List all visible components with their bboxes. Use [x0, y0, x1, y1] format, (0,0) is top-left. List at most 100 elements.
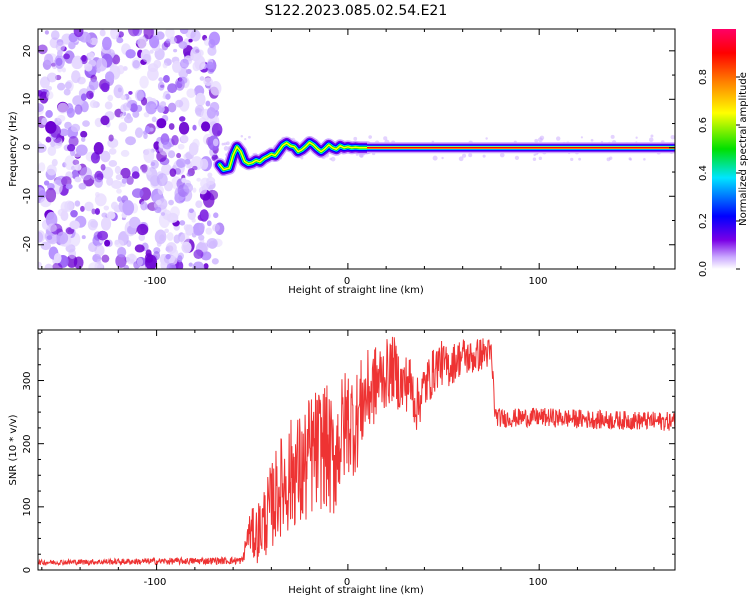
snr-frame [37, 329, 676, 571]
spectrogram-noise-blob [206, 176, 216, 185]
spectrogram-noise-blob [56, 82, 66, 91]
spectrogram-noise-blob [100, 163, 106, 171]
spectrogram-noise-blob [141, 164, 148, 173]
spectrogram-noise-blob [38, 189, 47, 199]
spectrogram-noise-blob [168, 123, 175, 130]
spectrogram-noise-blob [120, 149, 130, 157]
spectrogram-noise-blob [56, 114, 66, 122]
spectrogram-noise-blob [74, 164, 82, 171]
spectrogram-noise-blob [134, 244, 145, 253]
spectrogram-noise-blob [93, 141, 104, 155]
spectrogram-noise-blob [211, 122, 223, 137]
colorbar-tick-label: 0.6 [698, 117, 709, 133]
spec-x-axis-label: Height of straight line (km) [288, 285, 424, 296]
spectrogram-noise-blob [181, 177, 187, 183]
colorbar-tick-label: 0.0 [698, 261, 709, 277]
spectrogram-noise-blob [89, 37, 99, 46]
spectrogram-noise-blob [46, 72, 58, 83]
snr-x-axis-label: Height of straight line (km) [288, 585, 424, 596]
spectrogram-noise-blob [207, 46, 217, 56]
spectrogram-speckle [635, 136, 638, 139]
spectrogram-noise-blob [162, 62, 168, 69]
spectrogram-noise-blob [124, 115, 133, 124]
spectrogram-noise-blob [139, 75, 149, 89]
spectrogram-noise-blob [96, 173, 104, 181]
spectrogram-noise-blob [50, 30, 60, 40]
spectrogram-noise-blob [183, 182, 194, 193]
colorbar-label: Normalized spectral amplitude [738, 72, 749, 226]
spectrogram-noise-blob [195, 200, 203, 208]
spectrogram-speckle [468, 153, 473, 158]
spectrogram-noise-blob [51, 262, 63, 269]
spectrogram-noise-blob [173, 234, 181, 244]
spectrogram-noise-blob [167, 102, 177, 113]
spectrogram-noise-blob [114, 239, 125, 248]
spectrogram-noise-blob [177, 255, 183, 263]
spectrogram-noise-blob [47, 223, 57, 232]
spectrogram-noise-blob [151, 116, 157, 123]
spectrogram-noise-blob [192, 124, 197, 131]
spectrogram-noise-blob [87, 52, 95, 59]
spectrogram-noise-blob [128, 29, 140, 37]
snr-y-axis-label: SNR (10 * v/v) [8, 414, 19, 485]
spectrogram-noise-blob [125, 136, 137, 146]
spectrogram-noise-blob [143, 111, 150, 118]
spectrogram-noise-blob [135, 39, 141, 45]
spectrogram-noise-blob [74, 200, 81, 207]
spectrogram-noise-blob [138, 233, 146, 242]
spectrogram-noise-blob [44, 30, 49, 35]
spectrogram-noise-blob [122, 200, 135, 216]
spectrogram-noise-blob [176, 158, 187, 168]
spectrogram-noise-blob [211, 258, 219, 265]
spectrogram-noise-blob [178, 41, 188, 49]
spectrogram-noise-blob [167, 150, 176, 159]
spectrogram-speckle [441, 156, 444, 160]
spectrogram-noise-blob [165, 93, 171, 100]
spectrogram-noise-blob [142, 53, 151, 63]
spectrogram-noise-blob [43, 53, 54, 66]
spectrogram-noise-blob [84, 201, 94, 212]
spectrogram-noise-blob [45, 121, 57, 134]
spectrogram-noise-blob [140, 200, 148, 211]
spectrogram-noise-blob [210, 81, 222, 96]
spectrogram-noise-blob [145, 254, 158, 269]
spectrogram-noise-blob [190, 29, 201, 42]
spectrogram-noise-blob [213, 212, 219, 219]
spectrogram-noise-blob [191, 232, 197, 238]
spectrogram-noise-blob [178, 76, 188, 85]
spectrogram-speckle [221, 142, 225, 146]
snr-xtick-label: 100 [528, 577, 547, 588]
spectrogram-noise-blob [123, 264, 130, 269]
spectrogram-noise-blob [46, 85, 53, 91]
spectrogram-noise-blob [203, 77, 213, 86]
spectrogram-speckle [383, 136, 388, 141]
spectrogram-frame [37, 28, 676, 270]
spectrogram-noise-blob [199, 76, 205, 81]
spectrogram-speckle [244, 138, 247, 141]
spectrogram-noise-blob [205, 100, 211, 107]
spectrogram-noise-blob [80, 205, 85, 212]
spectrogram-noise-blob [46, 164, 57, 176]
spectrogram-noise-blob [99, 29, 106, 37]
spectrogram-noise-blob [50, 141, 56, 148]
spectrogram-noise-blob [180, 134, 189, 144]
spectrogram-speckle [650, 134, 654, 138]
spectrogram-noise-blob [112, 54, 121, 65]
spectrogram-noise-blob [158, 77, 164, 82]
spectrogram-noise-blob [80, 166, 93, 181]
spectrogram-noise-blob [46, 90, 54, 100]
spec-ytick-label: -10 [22, 188, 33, 204]
spectrogram-noise-blob [149, 127, 154, 132]
spectrogram-speckle [538, 156, 543, 161]
spectrogram-noise-blob [38, 261, 42, 268]
spectrogram-noise-blob [161, 163, 172, 176]
spectrogram-noise-blob [113, 84, 124, 99]
snr-ytick-label: 300 [22, 371, 33, 390]
spectrogram-noise-blob [51, 158, 58, 167]
spectrogram-noise-blob [38, 44, 48, 55]
spectrogram-noise-blob [188, 38, 193, 43]
spectrogram-noise-blob [181, 241, 192, 254]
snr-ticks [38, 330, 675, 571]
spectrogram-noise-blob [173, 48, 178, 53]
spectrogram-noise-blob [110, 201, 119, 210]
